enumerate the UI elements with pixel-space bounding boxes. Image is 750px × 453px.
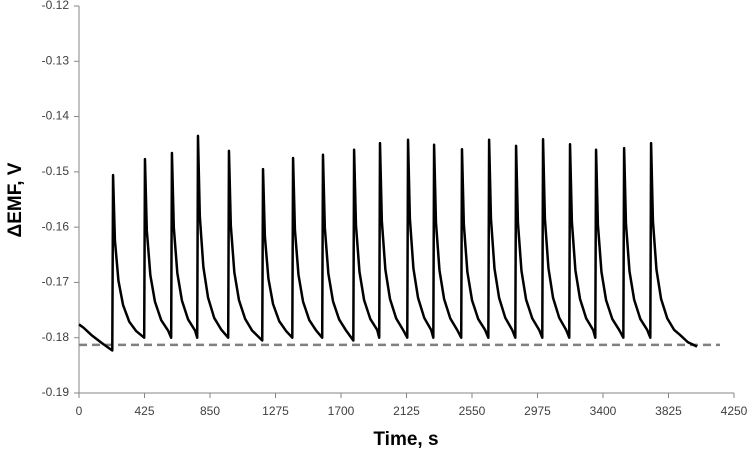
x-tick-label: 2975 [524,404,551,418]
x-tick-label: 2125 [393,404,420,418]
y-axis-title: ΔEMF, V [5,162,26,237]
x-tick-label: 1275 [262,404,289,418]
y-tick-label: -0.19 [42,385,70,399]
data-line [78,134,698,352]
y-tick-label: -0.15 [42,164,70,178]
y-tick-label: -0.16 [42,219,70,233]
x-tick-label: 3825 [655,404,682,418]
y-tick-label: -0.17 [42,275,70,289]
x-tick-label: 3400 [590,404,617,418]
x-tick-label: 850 [200,404,220,418]
x-tick-label: 2550 [459,404,486,418]
y-tick-label: -0.18 [42,330,70,344]
x-tick-label: 1700 [328,404,355,418]
x-tick-label: 0 [76,404,83,418]
y-tick-label: -0.14 [42,109,70,123]
y-tick-label: -0.13 [42,53,70,67]
x-axis-title: Time, s [373,429,438,450]
y-tick-label: -0.12 [42,0,70,12]
x-tick-label: 4250 [721,404,748,418]
x-tick-label: 425 [134,404,154,418]
